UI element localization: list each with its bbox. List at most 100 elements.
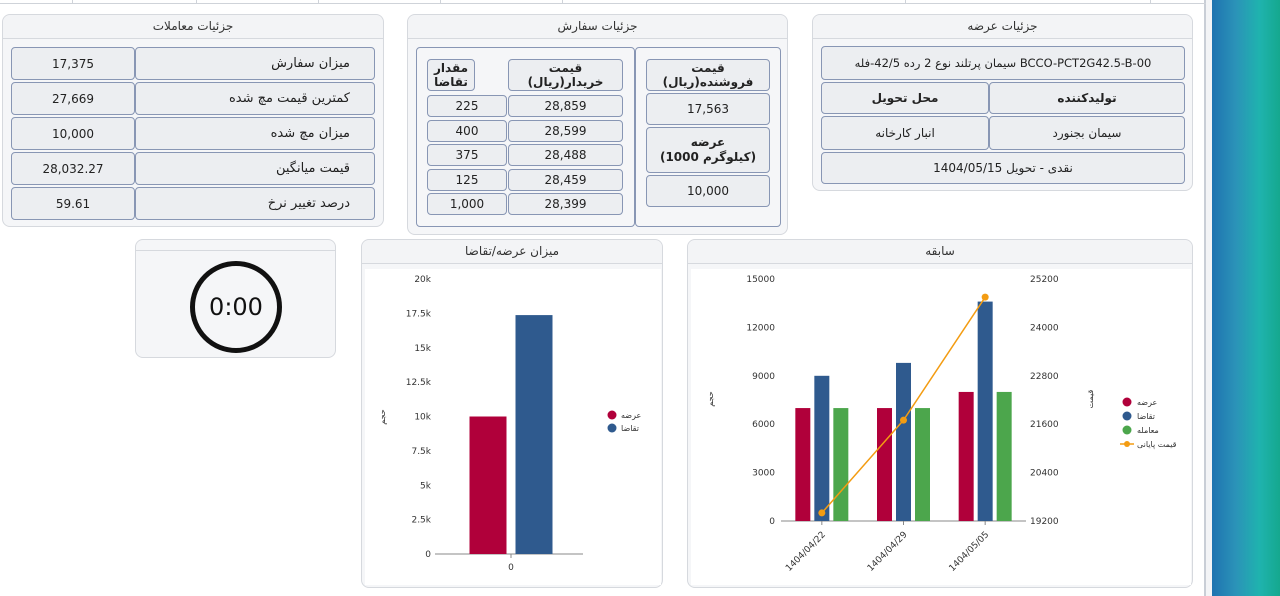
buyer-price-header: قیمت خریدار(ریال) [508, 59, 623, 91]
location-value: انبار کارخانه [821, 116, 989, 150]
y-tick-label: 2.5k [411, 516, 431, 526]
legend-marker [607, 410, 617, 420]
transaction-label: کمترین قیمت مچ شده [135, 82, 375, 115]
bid-price: 28,488 [508, 144, 623, 166]
bar-trade [915, 408, 930, 521]
bid-qty: 125 [427, 168, 507, 191]
legend-label: عرضه [621, 411, 641, 420]
y-tick-label: 0 [769, 517, 775, 527]
transactions-title: جزئیات معاملات [3, 15, 383, 39]
transaction-value: 17,375 [11, 47, 135, 80]
location-header: محل تحویل [821, 82, 989, 114]
offer-panel: جزئیات عرضه سیمان پرتلند نوع 2 رده 42/5-… [812, 14, 1193, 191]
y-right-axis-label: قیمت [1086, 389, 1095, 408]
app-window: جزئیات معاملات 17,375 میزان سفارش 27,669 کم… [0, 0, 1206, 596]
bar-supply [958, 391, 974, 521]
x-tick-label: 1404/05/05 [948, 530, 992, 574]
offer-title: جزئیات عرضه [813, 15, 1192, 39]
y-tick-label: 3000 [752, 469, 775, 479]
transaction-value: 28,032.27 [11, 152, 135, 185]
bids-box [416, 47, 635, 227]
bid-qty: 225 [427, 95, 507, 117]
y-axis-label: حجم [378, 409, 387, 424]
legend-label: عرضه [1137, 398, 1157, 407]
legend-marker [1122, 397, 1132, 407]
transaction-label: قیمت میانگین [135, 152, 375, 185]
bar-demand [896, 362, 911, 521]
transaction-value: 10,000 [11, 117, 135, 150]
y-tick-label: 6000 [752, 420, 775, 430]
y-tick-label: 20k [414, 275, 431, 285]
bid-qty: 1,000 [427, 193, 507, 215]
supply-demand-title: میزان عرضه/تقاضا [362, 240, 662, 264]
seller-price-header: قیمت فروشنده(ریال) [646, 59, 770, 91]
supply-demand-panel: میزان عرضه/تقاضا 0 2.5k 5k 7.5k 10k 12.5k 15k 1… [361, 239, 663, 588]
bar-supply [877, 408, 892, 521]
y-tick-label: 17.5k [406, 309, 432, 319]
supply-header: عرضه (1000 کیلوگرم) [646, 127, 770, 173]
transaction-value: 27,669 [11, 82, 135, 115]
countdown-timer: 0:00 [190, 261, 282, 353]
y-tick-label: 10k [414, 413, 431, 423]
order-title: جزئیات سفارش [408, 15, 787, 39]
bar-demand [814, 375, 830, 521]
y-right-tick-label: 25200 [1030, 275, 1059, 285]
side-decoration [1212, 0, 1280, 596]
y-tick-label: 15000 [746, 275, 775, 285]
order-panel: جزئیات سفارش مقدار تقاضا قیمت خریدار(ریا… [407, 14, 788, 235]
y-tick-label: 12.5k [406, 378, 432, 388]
legend-marker [1122, 411, 1132, 421]
bid-price: 28,599 [508, 119, 623, 142]
y-right-tick-label: 24000 [1030, 323, 1059, 333]
demand-qty-header: مقدار تقاضا [427, 59, 475, 91]
x-tick-label: 1404/04/29 [866, 530, 910, 574]
top-tab-strip [0, 0, 1206, 4]
legend-marker [1124, 441, 1130, 447]
x-tick-label: 0 [508, 563, 514, 573]
y-axis-label: حجم [706, 391, 715, 406]
y-tick-label: 7.5k [411, 447, 431, 457]
product-name: سیمان پرتلند نوع 2 رده 42/5-فله BCCO-PCT… [821, 46, 1185, 80]
final-price-point [818, 509, 826, 517]
transaction-label: میزان سفارش [135, 47, 375, 80]
transaction-label: میزان مچ شده [135, 117, 375, 150]
legend-label: تقاضا [621, 424, 639, 433]
y-right-tick-label: 22800 [1030, 372, 1059, 382]
y-right-tick-label: 21600 [1030, 420, 1059, 430]
history-panel: سابقه 0 3000 6000 9000 12000 15000 19200 20400 2… [687, 239, 1193, 588]
bid-price: 28,399 [508, 193, 623, 215]
y-right-tick-label: 19200 [1030, 517, 1059, 527]
legend-marker [607, 423, 617, 433]
y-tick-label: 9000 [752, 372, 775, 382]
y-right-tick-label: 20400 [1030, 469, 1059, 479]
transactions-panel: جزئیات معاملات 17,375 میزان سفارش 27,669 کم… [2, 14, 384, 227]
bid-qty: 400 [427, 119, 507, 142]
history-chart: 0 3000 6000 9000 12000 15000 19200 20400 21600 22… [691, 269, 1191, 585]
timer-panel: 0:00 [135, 239, 336, 358]
history-title: سابقه [688, 240, 1192, 264]
bar-demand [515, 315, 553, 554]
bar-trade [996, 391, 1012, 521]
producer-value: سیمان بجنورد [989, 116, 1185, 150]
settlement-info: نقدی - تحویل 1404/05/15 [821, 152, 1185, 184]
legend-label: قیمت پایانی [1137, 440, 1177, 449]
bid-price: 28,459 [508, 168, 623, 191]
y-tick-label: 5k [420, 481, 432, 491]
supply-value: 10,000 [646, 175, 770, 207]
bar-demand [977, 301, 993, 521]
y-tick-label: 12000 [746, 323, 775, 333]
bar-supply [795, 408, 811, 521]
x-tick-label: 1404/04/22 [784, 530, 828, 574]
legend-label: تقاضا [1137, 412, 1155, 421]
legend-marker [1122, 425, 1132, 435]
y-tick-label: 15k [414, 344, 431, 354]
bid-qty: 375 [427, 144, 507, 166]
producer-header: تولیدکننده [989, 82, 1185, 114]
legend-label: معامله [1137, 426, 1159, 435]
seller-price-value: 17,563 [646, 93, 770, 125]
y-tick-label: 0 [425, 550, 431, 560]
final-price-point [900, 416, 907, 424]
seller-box [635, 47, 781, 227]
bar-supply [469, 416, 507, 554]
final-price-point [981, 293, 989, 301]
